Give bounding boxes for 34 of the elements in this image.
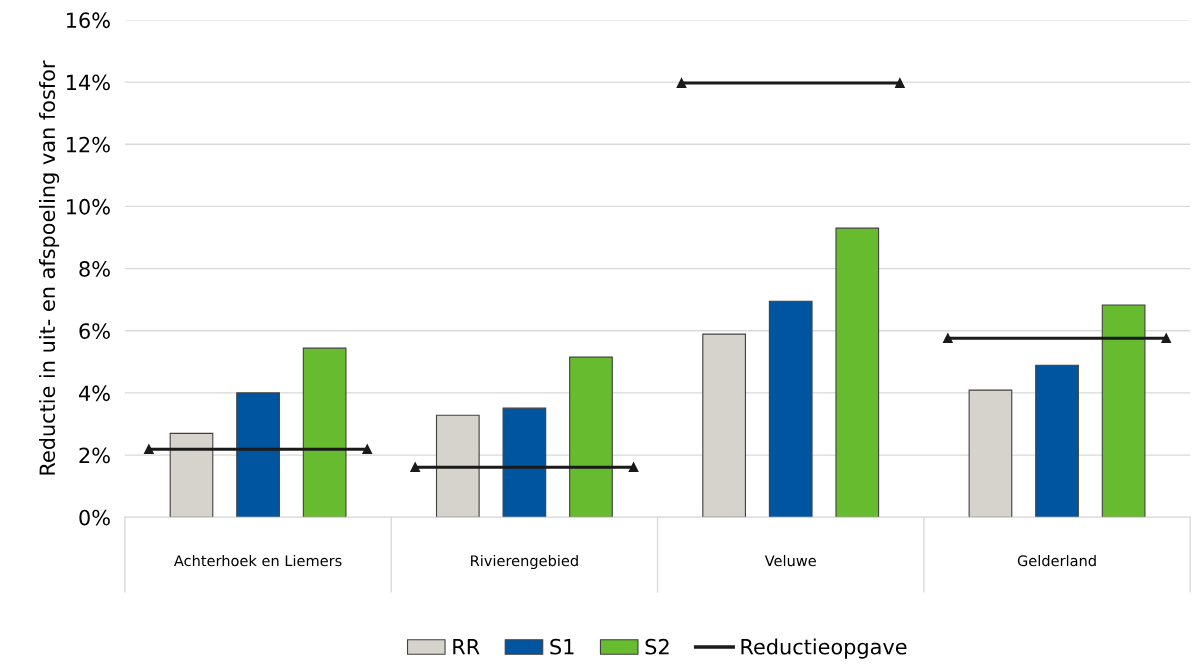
bar [968, 389, 1013, 518]
y-tick-label: 4% [78, 385, 110, 402]
y-axis-title: Reductie in uit- en afspoeling van fosfor [38, 60, 60, 475]
y-tick-label: 8% [79, 261, 110, 277]
bar [702, 333, 746, 518]
bar [435, 414, 480, 518]
y-tick-label: 16% [67, 12, 110, 29]
bar [236, 392, 280, 518]
bar [835, 227, 880, 518]
y-tick-label: 14% [67, 74, 110, 91]
point [410, 462, 421, 473]
legend-label: RR [453, 639, 480, 655]
y-tick-label: 10% [67, 198, 110, 215]
y-tick-label: 0% [79, 509, 110, 526]
point [942, 333, 953, 344]
bar [768, 300, 813, 518]
bar [1101, 304, 1146, 518]
bar [169, 432, 214, 518]
bar [302, 347, 347, 518]
bar [502, 407, 547, 518]
y-tick-label: 6% [79, 323, 110, 339]
point [676, 78, 687, 88]
legend-label: Reductieopgave [741, 638, 907, 659]
point [144, 444, 154, 455]
x-tick-label: Achterhoek en Liemers [173, 554, 342, 567]
y-tick-label: 12% [67, 136, 110, 153]
y-tick-label: 2% [79, 447, 110, 464]
x-tick-label: Gelderland [1017, 554, 1096, 567]
x-tick-label: Veluwe [764, 554, 816, 567]
bar [569, 356, 613, 518]
x-tick-label: Rivierengebied [471, 554, 578, 570]
legend-label: S2 [645, 638, 669, 655]
bar [1035, 364, 1079, 518]
legend-label: S1 [550, 638, 574, 655]
